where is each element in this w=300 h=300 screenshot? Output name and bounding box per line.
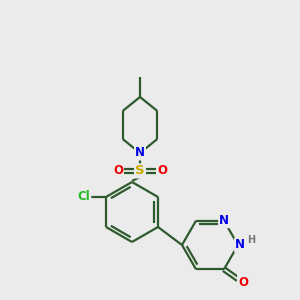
- Text: O: O: [157, 164, 167, 178]
- Text: Cl: Cl: [78, 190, 90, 203]
- Text: S: S: [135, 164, 145, 178]
- Text: O: O: [238, 276, 248, 289]
- Text: N: N: [219, 214, 229, 227]
- Text: N: N: [235, 238, 245, 251]
- Text: N: N: [135, 146, 145, 160]
- Text: O: O: [113, 164, 123, 178]
- Text: H: H: [247, 235, 255, 245]
